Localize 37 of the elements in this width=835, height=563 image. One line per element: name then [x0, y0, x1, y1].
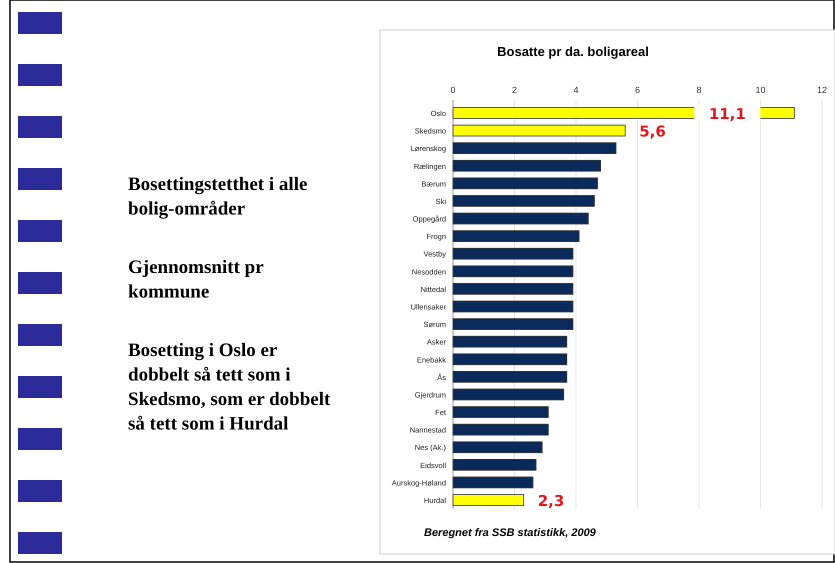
bar [452, 353, 568, 366]
x-tick-label: 4 [573, 85, 579, 95]
bar [452, 283, 574, 295]
x-tick-label: 2 [512, 85, 518, 95]
bar [452, 476, 534, 488]
bar [452, 212, 589, 224]
text: Gjennomsnitt pr kommune [128, 257, 264, 302]
bar [452, 230, 580, 242]
x-tick-label: 6 [634, 85, 640, 95]
text: Bosetting i Oslo er dobbelt så tett som i Skedsmo, som er dobbelt så tett som i Hurdal [128, 340, 332, 434]
x-tick-label: 10 [755, 85, 766, 95]
data-label: 5,6 [639, 122, 666, 141]
bar [452, 248, 574, 260]
bar [452, 195, 595, 207]
data-label: 11,1 [708, 104, 746, 123]
bar [452, 318, 574, 330]
text: Bosettingstetthet i alle bolig-områder [128, 174, 308, 220]
bar [452, 424, 549, 436]
bar [452, 124, 626, 136]
bar [452, 336, 568, 348]
chart-title: Bosatte pr da. boligareal [497, 44, 649, 59]
bar [452, 371, 568, 383]
x-tick-label: 12 [816, 85, 828, 95]
bar [452, 458, 536, 471]
text: Beregnet fra SSB statistikk, 2009 [424, 527, 597, 539]
bar [452, 406, 549, 418]
bar [452, 265, 574, 278]
data-label: 2,3 [538, 492, 564, 510]
bar [452, 177, 598, 190]
x-tick-label: 8 [696, 85, 702, 95]
bar [452, 441, 543, 454]
bar [452, 494, 524, 506]
bar [452, 160, 601, 172]
x-tick-label: 0 [450, 85, 456, 95]
bar [452, 142, 616, 154]
bar [452, 388, 564, 400]
bar [452, 300, 574, 312]
